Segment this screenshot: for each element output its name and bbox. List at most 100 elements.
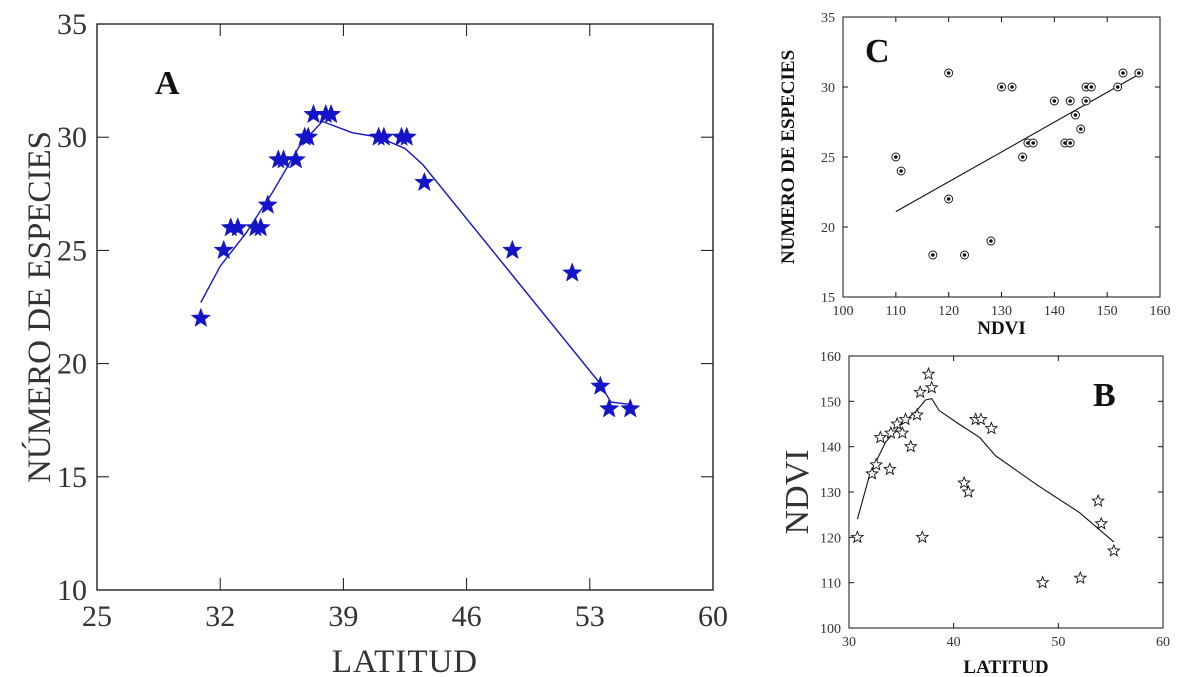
y-tick-label: 10 xyxy=(57,574,87,607)
data-point-dot xyxy=(962,253,967,257)
data-point-dot xyxy=(999,85,1004,89)
data-point-hollow-star xyxy=(903,439,918,453)
data-point-dot xyxy=(1068,99,1072,103)
x-tick-label: 32 xyxy=(205,600,235,633)
data-point-hollow-star xyxy=(873,430,888,444)
data-point-star xyxy=(562,262,583,282)
data-point-dot xyxy=(1026,141,1030,145)
y-tick-label: 30 xyxy=(821,81,835,96)
data-point-circle xyxy=(1018,152,1028,162)
data-point-hollow-star xyxy=(973,412,988,426)
data-point-circle xyxy=(1081,96,1091,106)
chart-panel-c: 100 110 120 130 140 150 160 15 20 25 30 35 NDVI NUMER… xyxy=(778,11,1171,339)
data-point-dot xyxy=(989,239,993,243)
y-tick-label: 25 xyxy=(821,151,835,166)
data-point-dot xyxy=(1137,71,1141,75)
x-tick-label: 60 xyxy=(1156,635,1170,650)
data-point-dot xyxy=(946,197,951,201)
y-tick-label: 35 xyxy=(57,8,87,41)
data-point-circle xyxy=(1076,124,1086,134)
data-point-hollow-star xyxy=(910,407,924,421)
x-tick-label: 130 xyxy=(991,304,1012,319)
data-point-hollow-star xyxy=(882,462,897,476)
chart-panel-a: 25 32 39 46 53 60 10 15 20 25 30 35 LATITUD NÚMERO DE… xyxy=(20,8,728,677)
data-point-hollow-star xyxy=(984,421,999,435)
y-tick-label: 15 xyxy=(821,291,835,306)
data-point-hollow-star xyxy=(850,530,865,544)
data-point-star xyxy=(590,375,611,395)
data-point-dot xyxy=(1089,85,1094,89)
data-point-dot xyxy=(1084,99,1088,103)
data-point-hollow-star xyxy=(1106,543,1121,557)
data-point-circle xyxy=(1134,68,1144,78)
data-point-circle xyxy=(986,236,996,246)
data-point-hollow-star xyxy=(895,425,910,439)
data-point-hollow-star xyxy=(921,366,936,380)
x-tick-label: 30 xyxy=(842,635,856,650)
x-tick-label: 46 xyxy=(452,600,482,633)
y-tick-label: 35 xyxy=(821,11,835,26)
data-point-hollow-star xyxy=(957,475,972,489)
plot-frame xyxy=(848,355,1164,629)
data-point-hollow-star xyxy=(883,425,898,439)
data-point-dot xyxy=(899,169,903,173)
data-point-dot xyxy=(1121,71,1125,75)
y-tick-label: 20 xyxy=(57,348,87,381)
plot-frame xyxy=(96,23,714,591)
y-tick-label: 30 xyxy=(57,121,87,154)
data-point-circle xyxy=(928,250,938,260)
data-point-circle xyxy=(1118,68,1128,78)
y-tick-label: 110 xyxy=(821,577,841,592)
data-point-hollow-star xyxy=(1091,493,1105,507)
data-point-dot xyxy=(1073,113,1078,117)
x-axis-label: LATITUD xyxy=(963,657,1048,677)
x-tick-label: 50 xyxy=(1051,635,1065,650)
data-point-hollow-star xyxy=(1073,570,1088,584)
data-point-star xyxy=(502,239,523,260)
y-axis-label: NDVI xyxy=(779,450,816,535)
data-point-star xyxy=(320,103,342,124)
data-point-dot xyxy=(931,253,935,257)
data-point-dot xyxy=(894,155,898,159)
data-point-dot xyxy=(1063,141,1067,145)
data-point-star xyxy=(598,398,620,418)
data-point-star xyxy=(285,149,307,169)
data-point-star xyxy=(620,398,641,418)
x-tick-label: 120 xyxy=(938,304,959,319)
y-tick-label: 140 xyxy=(820,441,841,456)
data-point-hollow-star xyxy=(1094,516,1109,530)
plot-frame xyxy=(842,16,1161,298)
data-point-star xyxy=(190,307,212,327)
data-point-hollow-star xyxy=(924,380,939,394)
data-point-hollow-star xyxy=(915,530,930,544)
data-point-dot xyxy=(1031,141,1035,145)
x-tick-label: 160 xyxy=(1150,304,1171,319)
y-tick-label: 150 xyxy=(820,395,841,410)
data-point-hollow-star xyxy=(961,484,976,498)
data-point-dot xyxy=(1078,127,1083,131)
x-tick-label: 150 xyxy=(1097,304,1118,319)
data-point-circle xyxy=(944,194,954,204)
x-axis-label: LATITUD xyxy=(332,644,478,677)
data-point-dot xyxy=(1020,155,1025,159)
data-point-circle xyxy=(891,152,901,162)
data-point-circle xyxy=(1071,110,1080,120)
data-point-circle xyxy=(1065,96,1075,106)
x-tick-label: 40 xyxy=(947,635,961,650)
x-tick-label: 53 xyxy=(575,600,605,633)
data-point-circle xyxy=(944,68,954,78)
data-point-star xyxy=(298,126,319,146)
data-point-hollow-star xyxy=(1035,575,1050,589)
x-tick-label: 39 xyxy=(328,600,358,633)
fit-line xyxy=(200,120,631,406)
fit-line xyxy=(895,73,1140,213)
data-point-hollow-star xyxy=(898,412,913,426)
y-axis-label: NUMERO DE ESPECIES xyxy=(778,50,799,264)
y-tick-label: 25 xyxy=(57,234,87,267)
data-point-hollow-star xyxy=(913,385,928,399)
x-tick-label: 110 xyxy=(886,304,906,319)
data-point-star xyxy=(373,126,395,146)
data-point-circle xyxy=(1007,82,1017,92)
